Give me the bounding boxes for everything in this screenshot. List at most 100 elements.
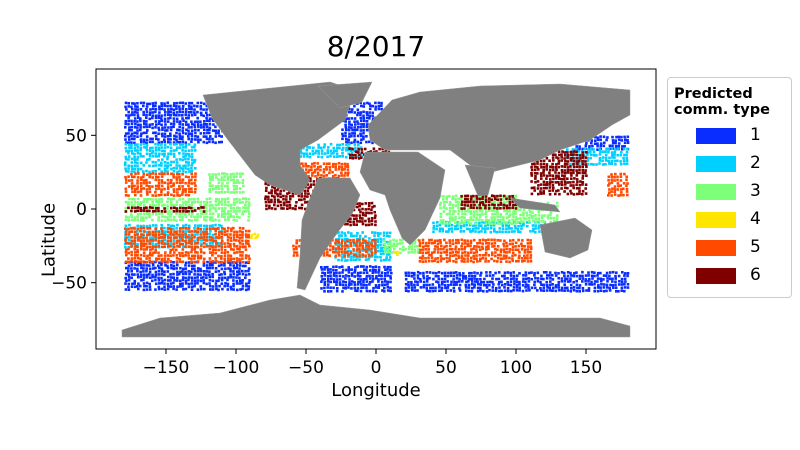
community-point	[146, 129, 149, 132]
community-point	[367, 243, 370, 247]
community-point	[347, 246, 350, 249]
community-point	[136, 263, 140, 267]
community-point	[549, 213, 552, 217]
community-point	[209, 288, 212, 291]
community-point	[551, 153, 555, 156]
community-point	[134, 122, 137, 126]
community-point	[463, 239, 466, 242]
community-point	[148, 152, 152, 156]
community-point	[616, 159, 619, 163]
community-point	[484, 257, 488, 260]
community-point	[548, 286, 551, 289]
community-point	[434, 257, 437, 260]
community-point	[551, 180, 554, 184]
community-point	[142, 110, 145, 114]
community-point	[181, 197, 185, 201]
community-point	[421, 260, 425, 263]
community-point	[471, 227, 475, 231]
community-point	[529, 254, 533, 257]
community-point	[175, 101, 179, 105]
community-point	[142, 224, 145, 228]
community-point	[379, 259, 383, 262]
community-point	[127, 276, 131, 279]
community-point	[193, 146, 196, 149]
community-point	[625, 175, 628, 179]
community-point	[232, 198, 236, 201]
community-point	[491, 209, 494, 212]
community-point	[313, 168, 317, 172]
community-point	[379, 240, 383, 244]
community-point	[512, 203, 515, 207]
community-point	[435, 227, 438, 231]
community-point	[549, 165, 552, 169]
community-point	[569, 162, 572, 166]
community-point	[312, 183, 316, 186]
community-point	[514, 218, 517, 222]
community-point	[247, 197, 251, 201]
community-point	[534, 224, 537, 227]
community-point	[221, 287, 224, 291]
community-point	[340, 242, 343, 245]
community-point	[244, 288, 248, 292]
community-point	[569, 181, 572, 184]
community-point	[458, 283, 462, 287]
community-point	[414, 280, 417, 283]
community-point	[211, 275, 214, 279]
community-point	[158, 108, 161, 111]
community-point	[181, 212, 184, 215]
community-point	[137, 116, 140, 120]
community-point	[136, 132, 139, 135]
community-point	[241, 251, 244, 254]
community-point	[484, 230, 487, 234]
community-point	[167, 236, 170, 239]
community-point	[359, 113, 362, 117]
community-point	[181, 270, 184, 273]
community-point	[593, 142, 597, 145]
community-point	[294, 207, 297, 211]
community-point	[125, 253, 128, 257]
community-point	[508, 195, 511, 198]
community-point	[383, 239, 386, 242]
community-point	[355, 205, 359, 209]
community-point	[508, 250, 511, 254]
community-point	[534, 286, 537, 290]
community-point	[548, 193, 552, 196]
community-point	[613, 175, 616, 179]
community-point	[323, 283, 327, 286]
community-point	[581, 154, 585, 157]
community-point	[460, 221, 464, 224]
community-point	[521, 280, 525, 283]
community-point	[595, 163, 598, 166]
community-point	[619, 193, 622, 197]
community-point	[365, 135, 368, 138]
community-point	[448, 241, 452, 245]
community-point	[514, 207, 518, 210]
community-point	[427, 251, 430, 254]
community-point	[563, 165, 567, 169]
community-point	[476, 282, 480, 286]
community-point	[178, 181, 182, 185]
community-point	[425, 241, 428, 245]
community-point	[196, 241, 199, 245]
community-point	[608, 277, 612, 281]
community-point	[161, 245, 164, 249]
community-point	[360, 123, 363, 126]
community-point	[206, 128, 209, 132]
community-point	[124, 175, 127, 179]
community-point	[355, 214, 358, 217]
community-point	[238, 226, 242, 230]
community-point	[167, 223, 170, 227]
community-point	[326, 151, 330, 155]
community-point	[371, 104, 374, 108]
community-point	[422, 245, 425, 249]
community-point	[199, 248, 203, 251]
community-point	[154, 288, 157, 291]
community-point	[157, 198, 161, 201]
community-point	[190, 152, 194, 156]
community-point	[205, 230, 208, 233]
community-point	[136, 233, 139, 236]
community-point	[197, 224, 200, 227]
community-point	[494, 251, 497, 254]
community-point	[235, 187, 238, 191]
community-point	[340, 168, 344, 172]
